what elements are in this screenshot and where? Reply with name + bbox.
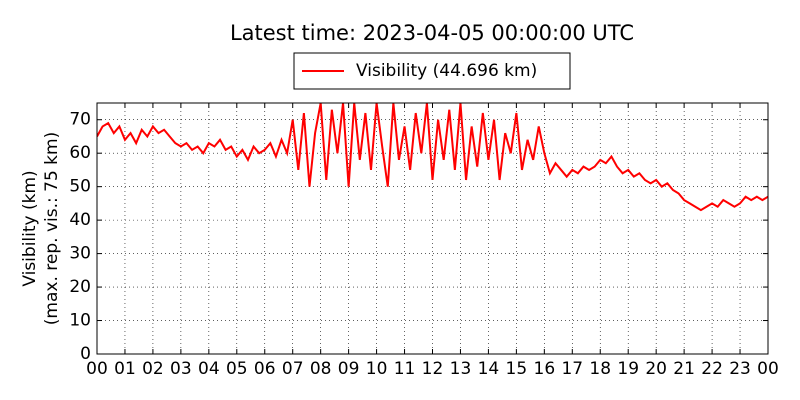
chart-title: Latest time: 2023-04-05 00:00:00 UTC <box>230 21 634 45</box>
x-tick-label: 02 <box>142 359 164 379</box>
y-tick-label: 10 <box>69 311 91 331</box>
x-tick-label: 11 <box>394 359 416 379</box>
plot-frame <box>96 102 769 355</box>
y-tick-label: 30 <box>69 244 91 264</box>
y-axis-label-line: Visibility (km) <box>20 170 40 286</box>
x-tick-label: 00 <box>757 359 779 379</box>
y-axis-label: Visibility (km) (max. rep. vis.: 75 km) <box>20 132 62 325</box>
x-tick-label: 07 <box>282 359 304 379</box>
legend: Visibility (44.696 km) <box>293 52 571 90</box>
x-tick-label: 05 <box>226 359 248 379</box>
x-tick-label: 13 <box>450 359 472 379</box>
y-axis-label-line: (max. rep. vis.: 75 km) <box>42 132 62 325</box>
x-tick-label: 03 <box>170 359 192 379</box>
y-tick-label: 50 <box>69 177 91 197</box>
x-tick-label: 12 <box>422 359 444 379</box>
x-tick-label: 14 <box>478 359 500 379</box>
x-tick-label: 10 <box>366 359 388 379</box>
x-tick-label: 00 <box>86 359 108 379</box>
y-tick-label: 60 <box>69 143 91 163</box>
x-tick-label: 01 <box>114 359 136 379</box>
x-tick-label: 08 <box>310 359 332 379</box>
x-tick-label: 20 <box>645 359 667 379</box>
y-tick-label: 70 <box>69 110 91 130</box>
x-tick-label: 06 <box>254 359 276 379</box>
x-tick-label: 17 <box>561 359 583 379</box>
y-tick-label: 40 <box>69 210 91 230</box>
x-tick-label: 09 <box>338 359 360 379</box>
y-tick-label: 0 <box>80 344 91 364</box>
x-tick-label: 04 <box>198 359 220 379</box>
y-tick-label: 20 <box>69 277 91 297</box>
x-tick-label: 15 <box>506 359 528 379</box>
x-tick-label: 19 <box>617 359 639 379</box>
x-tick-label: 22 <box>701 359 723 379</box>
x-tick-label: 18 <box>589 359 611 379</box>
x-tick-label: 21 <box>673 359 695 379</box>
legend-label: Visibility (44.696 km) <box>356 61 537 81</box>
x-tick-label: 16 <box>534 359 556 379</box>
x-tick-label: 23 <box>729 359 751 379</box>
data-line <box>97 103 768 212</box>
